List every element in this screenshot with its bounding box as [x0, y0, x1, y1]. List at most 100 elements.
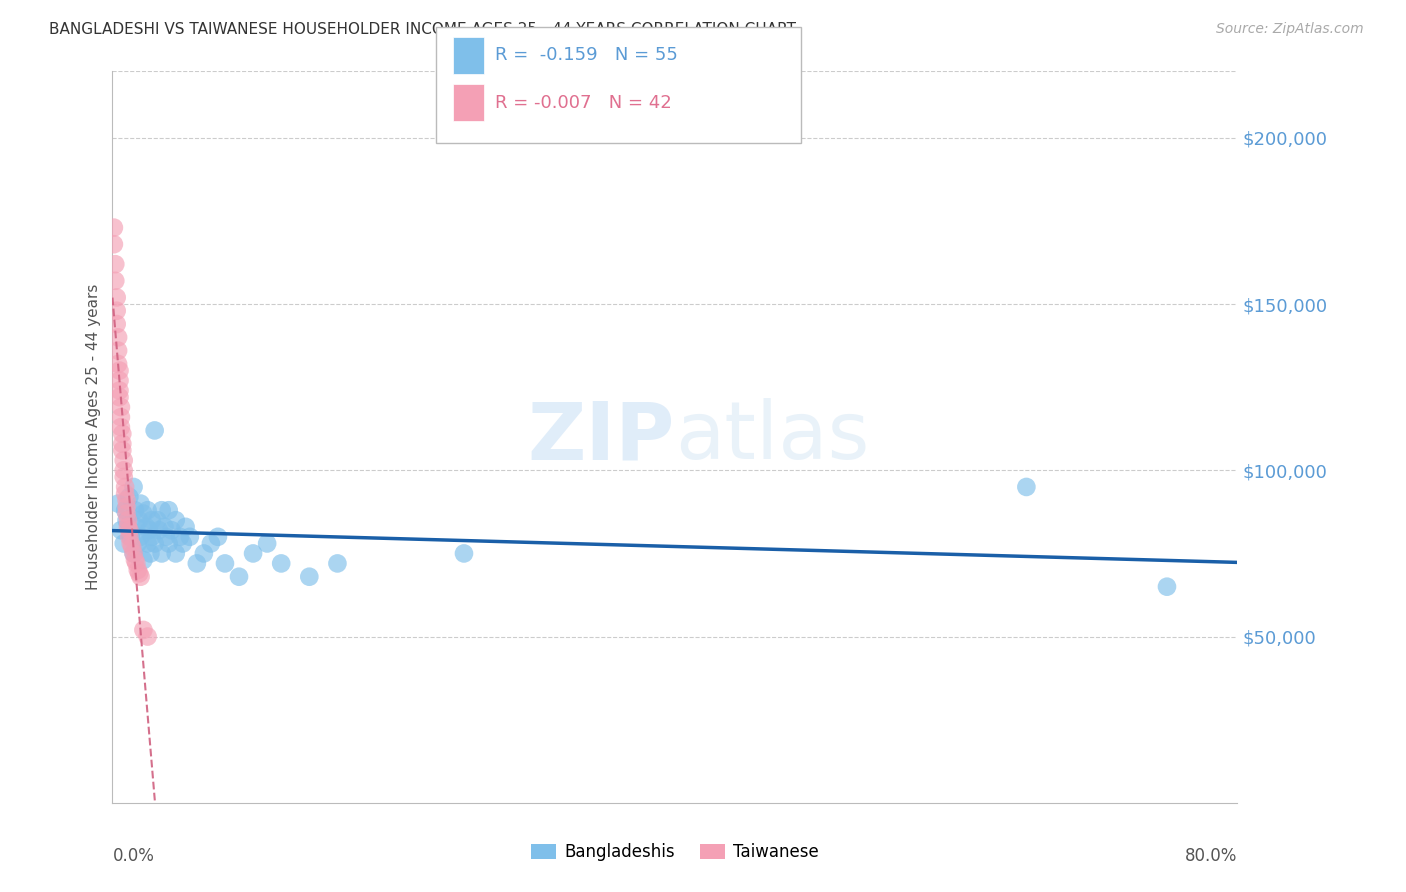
Point — [157, 503, 180, 517]
Point — [136, 536, 159, 550]
Point — [242, 546, 264, 560]
Point — [136, 503, 159, 517]
Point — [207, 530, 229, 544]
Point — [114, 486, 136, 500]
Point — [132, 553, 155, 567]
Point — [160, 523, 183, 537]
Point — [136, 630, 159, 644]
Point — [120, 536, 142, 550]
Point — [326, 557, 349, 571]
Point — [115, 500, 138, 514]
Point — [114, 480, 136, 494]
Point — [110, 420, 132, 434]
Point — [105, 290, 128, 304]
Point — [110, 523, 132, 537]
Point — [146, 513, 169, 527]
Y-axis label: Householder Income Ages 25 - 44 years: Householder Income Ages 25 - 44 years — [86, 284, 101, 591]
Point — [105, 317, 128, 331]
Point — [1015, 480, 1038, 494]
Point — [153, 520, 176, 534]
Point — [138, 523, 160, 537]
Text: 0.0%: 0.0% — [112, 847, 155, 864]
Point — [112, 470, 135, 484]
Point — [107, 497, 129, 511]
Point — [110, 410, 132, 425]
Point — [118, 530, 141, 544]
Point — [124, 503, 146, 517]
Point — [117, 513, 139, 527]
Point — [120, 530, 142, 544]
Point — [169, 530, 191, 544]
Point — [111, 426, 134, 441]
Point — [143, 536, 166, 550]
Point — [128, 513, 150, 527]
Point — [108, 363, 131, 377]
Point — [157, 536, 180, 550]
Point — [104, 257, 127, 271]
Text: R =  -0.159   N = 55: R = -0.159 N = 55 — [495, 46, 678, 64]
Point — [115, 507, 138, 521]
Point — [174, 520, 197, 534]
Point — [125, 520, 148, 534]
Point — [155, 530, 177, 544]
Point — [453, 546, 475, 560]
Point — [107, 343, 129, 358]
Point — [1156, 580, 1178, 594]
Point — [270, 557, 292, 571]
Point — [298, 570, 321, 584]
Text: 80.0%: 80.0% — [1185, 847, 1237, 864]
Point — [193, 546, 215, 560]
Point — [141, 513, 163, 527]
Point — [118, 523, 141, 537]
Point — [165, 513, 187, 527]
Text: BANGLADESHI VS TAIWANESE HOUSEHOLDER INCOME AGES 25 - 44 YEARS CORRELATION CHART: BANGLADESHI VS TAIWANESE HOUSEHOLDER INC… — [49, 22, 796, 37]
Point — [128, 566, 150, 581]
Point — [117, 520, 139, 534]
Point — [129, 570, 152, 584]
Text: R = -0.007   N = 42: R = -0.007 N = 42 — [495, 94, 672, 112]
Point — [112, 536, 135, 550]
Point — [108, 390, 131, 404]
Point — [150, 546, 173, 560]
Point — [122, 480, 145, 494]
Point — [122, 546, 145, 560]
Point — [150, 503, 173, 517]
Point — [139, 546, 162, 560]
Legend: Bangladeshis, Taiwanese: Bangladeshis, Taiwanese — [524, 837, 825, 868]
Point — [122, 546, 145, 560]
Point — [118, 490, 141, 504]
Text: Source: ZipAtlas.com: Source: ZipAtlas.com — [1216, 22, 1364, 37]
Point — [165, 546, 187, 560]
Point — [115, 493, 138, 508]
Point — [110, 400, 132, 414]
Point — [111, 436, 134, 450]
Point — [124, 553, 146, 567]
Point — [129, 530, 152, 544]
Point — [141, 530, 163, 544]
Point — [129, 497, 152, 511]
Point — [125, 557, 148, 571]
Text: atlas: atlas — [675, 398, 869, 476]
Text: ZIP: ZIP — [527, 398, 675, 476]
Point — [135, 520, 157, 534]
Point — [148, 523, 170, 537]
Point — [103, 220, 125, 235]
Point — [200, 536, 222, 550]
Point — [132, 507, 155, 521]
Point — [111, 443, 134, 458]
Point — [228, 570, 250, 584]
Point — [214, 557, 236, 571]
Point — [112, 463, 135, 477]
Point — [105, 303, 128, 318]
Point — [186, 557, 208, 571]
Point — [127, 563, 149, 577]
Point — [107, 330, 129, 344]
Point — [127, 536, 149, 550]
Point — [121, 540, 143, 554]
Point — [107, 357, 129, 371]
Point — [115, 513, 138, 527]
Point — [108, 374, 131, 388]
Point — [114, 503, 136, 517]
Point — [108, 384, 131, 398]
Point — [179, 530, 201, 544]
